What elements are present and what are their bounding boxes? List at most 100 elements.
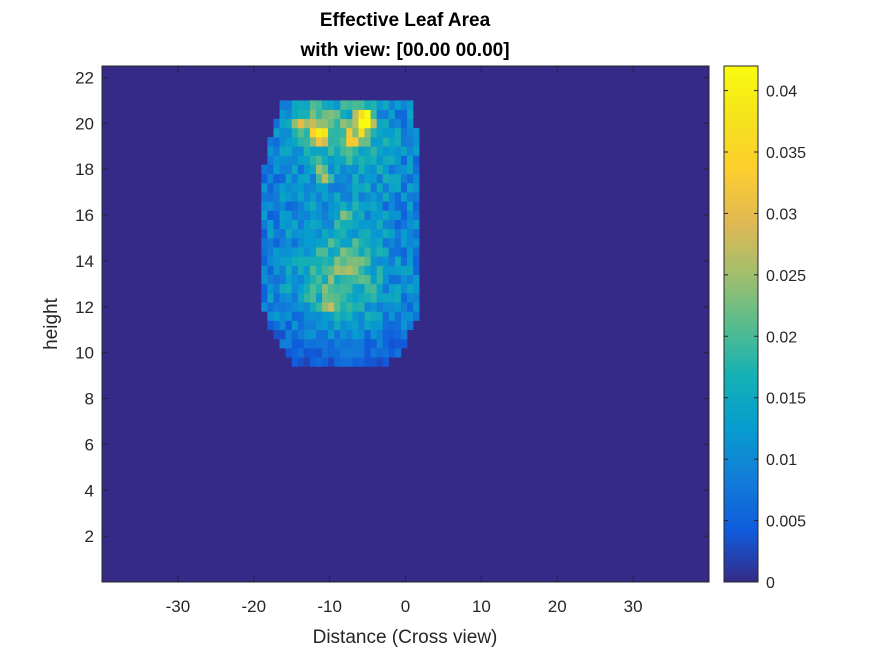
heatmap-cell [394,127,402,138]
heatmap-cell [400,109,408,120]
heatmap-cell [388,100,396,110]
heatmap-cell [407,182,414,193]
heatmap-cell [291,182,299,193]
heatmap-cell [382,256,390,266]
heatmap-cell [400,265,408,275]
heatmap-cell [376,265,384,275]
heatmap-cell [279,247,286,257]
heatmap-cell [285,238,292,248]
heatmap-cell [364,228,371,239]
heatmap-cell [303,219,311,230]
heatmap-cell [291,109,299,120]
heatmap-cell [309,357,317,367]
heatmap-cell [303,302,311,312]
heatmap-cell [388,238,396,248]
heatmap-cell [352,210,359,220]
heatmap-cell [285,201,292,211]
heatmap-cell [322,219,329,230]
heatmap-cell [358,173,365,184]
heatmap-cell [388,182,396,193]
heatmap-cell [261,164,268,175]
heatmap-cell [394,348,402,358]
heatmap-cell [297,256,305,266]
heatmap-cell [388,118,396,129]
heatmap-cell [322,192,329,202]
heatmap-cell [364,256,371,266]
heatmap-cell [309,311,317,321]
heatmap-cell [328,173,335,184]
heatmap-cell [394,219,402,230]
heatmap-cell [273,302,280,312]
heatmap-cell [285,265,292,275]
heatmap-cell [364,201,371,211]
heatmap-cell [358,219,365,230]
heatmap-cell [370,247,377,257]
colorbar: 0 0.005 0.01 0.015 0.02 0.025 0.03 0.035 0.04 [723,65,806,592]
heatmap-cell [407,127,414,138]
heatmap-cell [352,137,359,147]
heatmap-cell [315,146,323,156]
heatmap-cell [400,137,408,147]
heatmap-cell [279,274,286,285]
heatmap-cell [388,127,396,138]
heatmap-cell [261,265,268,275]
plot-area [101,65,710,583]
heatmap-cell [394,311,402,321]
heatmap-cell [267,293,274,303]
heatmap-cell [315,320,323,331]
heatmap-cell [334,302,341,312]
heatmap-cell [315,357,323,367]
heatmap-cell [370,192,377,202]
heatmap-cell [291,357,299,367]
heatmap-cell [279,283,286,294]
heatmap-cell [413,265,420,275]
heatmap-cell [291,320,299,331]
heatmap-cell [340,201,347,211]
heatmap-cell [315,348,323,358]
heatmap-cell [334,228,341,239]
heatmap-cell [352,293,359,303]
heatmap-cell [376,283,384,294]
chart-title: Effective Leaf Area [320,10,491,31]
heatmap-cell [358,311,365,321]
heatmap-cell [370,302,377,312]
heatmap-cell [322,357,329,367]
heatmap-cell [273,274,280,285]
heatmap-cell [340,155,347,165]
heatmap-cell [328,283,335,294]
heatmap-cell [376,173,384,184]
heatmap-cell [340,311,347,321]
heatmap-cell [267,283,274,294]
heatmap-cell [315,274,323,285]
heatmap-cell [370,219,377,230]
heatmap-cell [328,338,335,349]
heatmap-cell [340,210,347,220]
heatmap-cell [303,118,311,129]
heatmap-cell [413,238,420,248]
heatmap-cell [334,100,341,110]
heatmap-cell [285,338,292,349]
heatmap-cell [309,302,317,312]
heatmap-cell [297,320,305,331]
heatmap-cell [358,348,365,358]
heatmap-cell [285,302,292,312]
heatmap-cell [346,283,353,294]
heatmap-cell [382,164,390,175]
heatmap-cell [400,293,408,303]
heatmap-cell [352,118,359,129]
heatmap-cell [358,265,365,275]
y-axis: 2 4 6 8 10 12 14 16 18 20 22 [75,68,709,546]
heatmap-cell [297,247,305,257]
heatmap-cell [352,182,359,193]
heatmap-cell [279,182,286,193]
heatmap-cell [297,228,305,239]
colorbar-tick-label: 0 [766,575,775,592]
heatmap-cell [309,201,317,211]
heatmap-cell [340,127,347,138]
heatmap-cell [364,155,371,165]
heatmap-cell [273,283,280,294]
heatmap-cell [273,182,280,193]
heatmap-cell [358,329,365,340]
heatmap-cell [285,329,292,340]
